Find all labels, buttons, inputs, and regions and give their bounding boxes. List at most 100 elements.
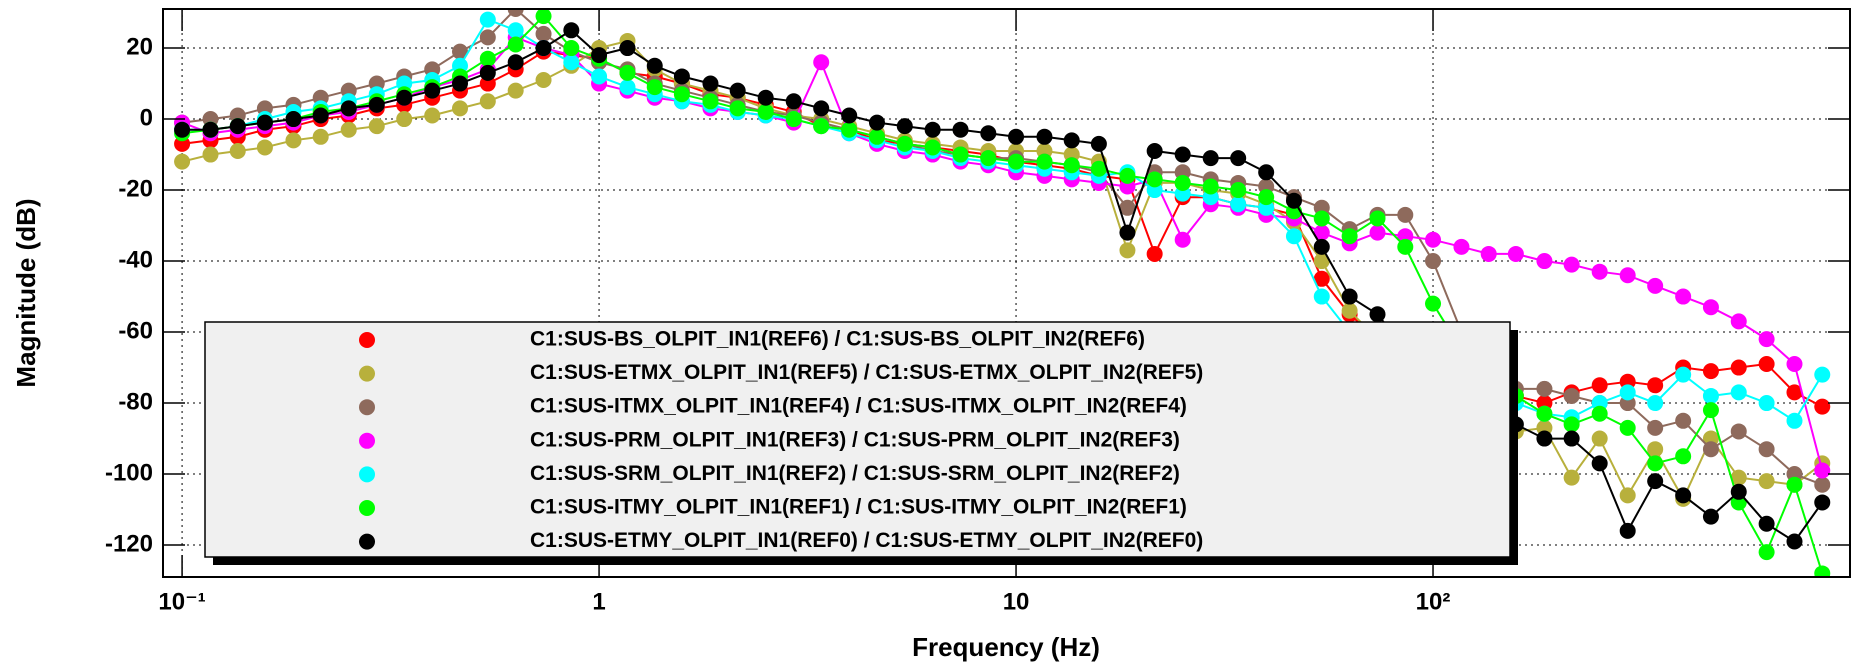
data-point <box>1702 299 1719 316</box>
data-point <box>424 82 441 99</box>
data-point <box>646 79 663 96</box>
data-point <box>702 93 719 110</box>
data-point <box>1702 441 1719 458</box>
data-point <box>1563 256 1580 273</box>
data-point <box>1507 245 1524 262</box>
data-point <box>1814 476 1831 493</box>
data-point <box>896 118 913 135</box>
data-point <box>1675 412 1692 429</box>
data-point <box>1730 423 1747 440</box>
data-point <box>1313 270 1330 287</box>
x-tick-label: 10⁻¹ <box>158 588 205 615</box>
data-point <box>1285 192 1302 209</box>
data-point <box>1536 405 1553 422</box>
data-point <box>1230 150 1247 167</box>
data-point <box>1591 377 1608 394</box>
data-point <box>479 29 496 46</box>
legend-label: C1:SUS-PRM_OLPIT_IN1(REF3) / C1:SUS-PRM_… <box>530 428 1180 451</box>
data-point <box>896 135 913 152</box>
legend-label: C1:SUS-ITMY_OLPIT_IN1(REF1) / C1:SUS-ITM… <box>530 496 1187 519</box>
data-point <box>507 9 524 17</box>
data-point <box>285 111 302 128</box>
y-tick-label: -40 <box>118 246 153 273</box>
data-point <box>396 111 413 128</box>
data-point <box>535 25 552 42</box>
data-point <box>1619 267 1636 284</box>
data-point <box>1619 522 1636 539</box>
data-point <box>396 89 413 106</box>
data-point <box>535 9 552 25</box>
data-point <box>1702 402 1719 419</box>
data-point <box>368 96 385 113</box>
data-point <box>312 128 329 145</box>
data-point <box>619 40 636 57</box>
legend-label: C1:SUS-BS_OLPIT_IN1(REF6) / C1:SUS-BS_OL… <box>530 328 1145 351</box>
data-point <box>1786 476 1803 493</box>
data-point <box>813 54 830 71</box>
data-point <box>1425 231 1442 248</box>
data-point <box>729 82 746 99</box>
data-point <box>1174 231 1191 248</box>
data-point <box>1230 196 1247 213</box>
data-point <box>757 103 774 120</box>
data-point <box>1786 384 1803 401</box>
data-point <box>1730 483 1747 500</box>
data-point <box>646 57 663 74</box>
data-point <box>1119 167 1136 184</box>
data-point <box>1369 210 1386 227</box>
data-point <box>368 118 385 135</box>
data-point <box>868 128 885 145</box>
y-tick-label: 20 <box>126 33 153 60</box>
data-point <box>563 22 580 39</box>
data-point <box>1647 277 1664 294</box>
data-point <box>202 146 219 163</box>
data-point <box>1563 416 1580 433</box>
y-tick-label: -80 <box>118 388 153 415</box>
data-point <box>507 54 524 71</box>
data-point <box>619 79 636 96</box>
data-point <box>1702 508 1719 525</box>
data-point <box>479 50 496 67</box>
data-point <box>229 118 246 135</box>
data-point <box>702 75 719 92</box>
data-point <box>1313 253 1330 270</box>
y-axis-title: Magnitude (dB) <box>11 198 41 387</box>
y-tick-label: 0 <box>140 104 153 131</box>
data-point <box>1313 238 1330 255</box>
data-point <box>452 75 469 92</box>
data-point <box>591 47 608 64</box>
data-point <box>1675 448 1692 465</box>
data-point <box>785 111 802 128</box>
data-point <box>1563 387 1580 404</box>
data-point <box>1591 405 1608 422</box>
data-point <box>256 114 273 131</box>
x-tick-label: 10² <box>1416 588 1451 615</box>
data-point <box>841 121 858 138</box>
data-point <box>1146 143 1163 159</box>
data-point <box>1786 356 1803 372</box>
data-point <box>785 93 802 110</box>
data-point <box>507 22 524 39</box>
data-point <box>1397 206 1414 223</box>
data-point <box>1119 242 1136 259</box>
y-tick-label: -60 <box>118 317 153 344</box>
legend-marker <box>359 432 375 449</box>
legend-marker <box>359 365 375 382</box>
data-point <box>1702 363 1719 380</box>
data-point <box>1063 132 1080 149</box>
data-point <box>1536 380 1553 397</box>
data-point <box>1174 146 1191 163</box>
data-point <box>1619 419 1636 436</box>
data-point <box>507 82 524 99</box>
data-point <box>924 121 941 138</box>
data-point <box>174 121 191 138</box>
legend-marker <box>359 399 375 416</box>
x-axis-title: Frequency (Hz) <box>912 632 1100 662</box>
data-point <box>1647 455 1664 472</box>
data-point <box>312 107 329 124</box>
data-point <box>1313 224 1330 241</box>
data-point <box>1647 395 1664 412</box>
y-tick-label: -20 <box>118 175 153 202</box>
